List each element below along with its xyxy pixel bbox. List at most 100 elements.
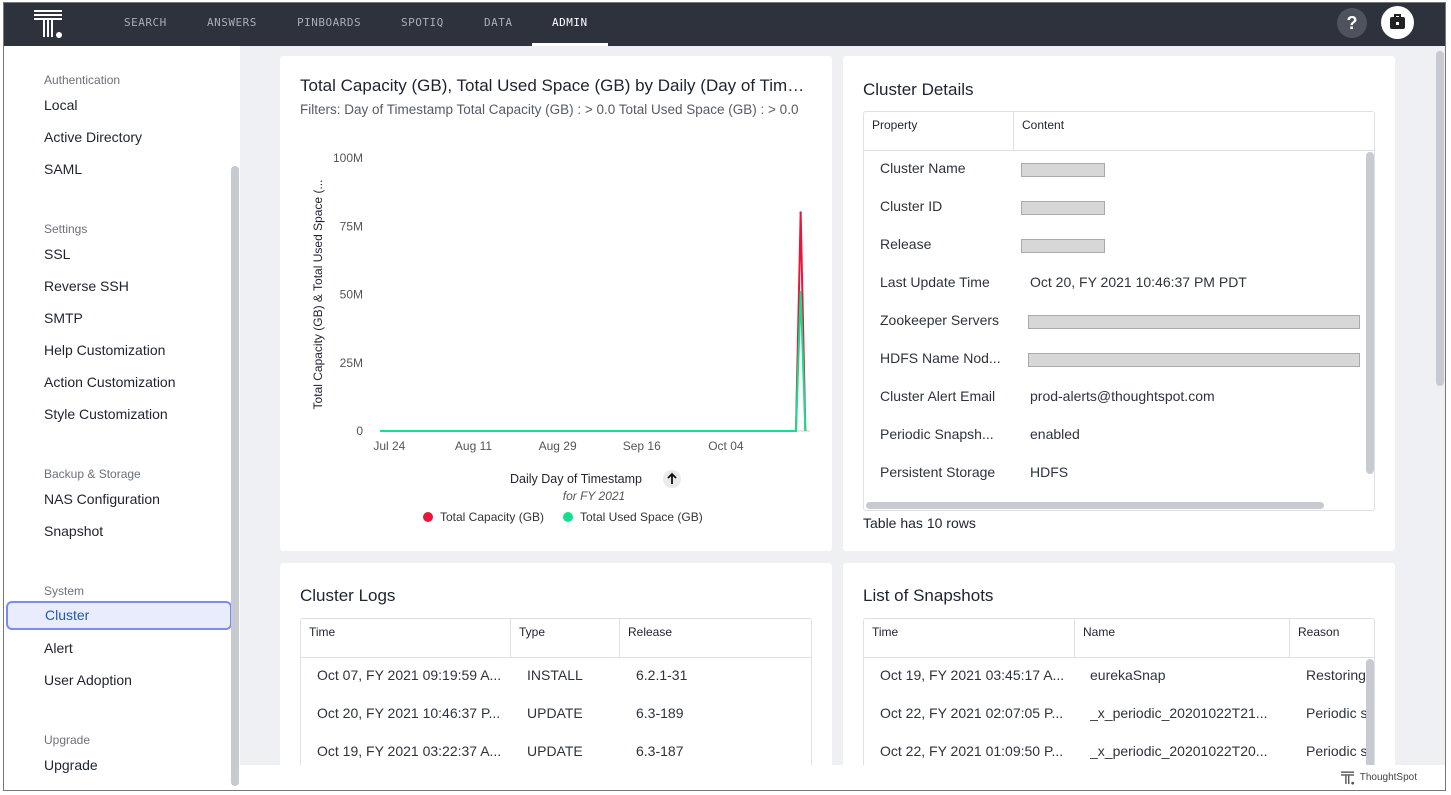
table-vertical-scrollbar[interactable]	[1366, 152, 1374, 474]
y-tick-label: 75M	[340, 219, 363, 233]
help-button[interactable]: ?	[1337, 8, 1367, 38]
sidebar-section-title: Backup & Storage	[44, 467, 141, 481]
sidebar-item-smtp[interactable]: SMTP	[44, 310, 83, 326]
release-cell: 6.3-189	[636, 705, 684, 721]
type-cell: UPDATE	[527, 743, 583, 759]
row-count: Table has 10 rows	[863, 515, 976, 531]
time-cell: Oct 20, FY 2021 10:46:37 P...	[317, 705, 501, 721]
legend-swatch	[423, 512, 433, 522]
snapshots-title: List of Snapshots	[863, 586, 994, 605]
nav-tab-pinboards[interactable]: PINBOARDS	[297, 16, 362, 29]
sidebar-section-title: Authentication	[44, 73, 121, 87]
reason-cell: Periodic s	[1306, 743, 1366, 759]
name-cell: _x_periodic_20201022T20...	[1090, 743, 1268, 759]
column-header-name[interactable]: Name	[1075, 619, 1290, 657]
nav-tab-search[interactable]: SEARCH	[124, 16, 167, 29]
main-scrollbar[interactable]	[1436, 51, 1444, 386]
property-cell: Periodic Snapsh...	[880, 426, 994, 442]
admin-sidebar: Authentication Local Active Directory SAML S…	[4, 46, 240, 790]
legend-label: Total Capacity (GB)	[440, 510, 544, 524]
cluster-logs-table: Time Type Release Oct 07, FY 2021 09:19:…	[300, 618, 812, 778]
table-vertical-scrollbar[interactable]	[1366, 659, 1374, 777]
column-header-reason[interactable]: Reason	[1298, 625, 1340, 639]
legend-swatch	[563, 512, 573, 522]
sidebar-item-user-adoption[interactable]: User Adoption	[44, 672, 132, 688]
sidebar-item-nas-configuration[interactable]: NAS Configuration	[44, 491, 160, 507]
footer: ThoughtSpot	[240, 765, 1445, 790]
type-cell: INSTALL	[527, 667, 583, 683]
sidebar-scrollbar[interactable]	[231, 166, 239, 786]
content-cell: enabled	[1030, 426, 1080, 442]
property-cell: Persistent Storage	[880, 464, 996, 480]
thoughtspot-logo-icon[interactable]	[34, 9, 64, 39]
data-point	[799, 290, 802, 293]
chart-title: Total Capacity (GB), Total Used Space (G…	[300, 76, 810, 95]
y-tick-label: 25M	[340, 356, 363, 370]
capacity-chart-card: Total Capacity (GB), Total Used Space (G…	[280, 56, 832, 551]
property-cell: HDFS Name Nod...	[880, 350, 1001, 366]
line-chart: 0 25M 50M 75M 100M Jul 24 Aug 11 Aug 29 Sep 16 Oc…	[311, 151, 810, 524]
data-point	[799, 211, 802, 214]
property-cell: Last Update Time	[880, 274, 990, 290]
cluster-details-card: Cluster Details Property Content Cluster…	[843, 56, 1395, 551]
sidebar-item-upgrade[interactable]: Upgrade	[44, 757, 98, 773]
y-tick-label: 0	[356, 424, 363, 438]
nav-tab-spotiq[interactable]: SPOTIQ	[401, 16, 444, 29]
x-tick-label: Oct 04	[708, 439, 744, 453]
series-line-total-used-space-gb-	[380, 291, 807, 432]
redacted-value	[1021, 163, 1105, 177]
column-header-time[interactable]: Time	[301, 619, 511, 657]
reason-cell: Restoring	[1306, 667, 1366, 683]
sidebar-item-style-customization[interactable]: Style Customization	[44, 406, 168, 422]
sidebar-item-reverse-ssh[interactable]: Reverse SSH	[44, 278, 129, 294]
name-cell: eurekaSnap	[1090, 667, 1166, 683]
nav-tab-data[interactable]: DATA	[484, 16, 513, 29]
sidebar-item-action-customization[interactable]: Action Customization	[44, 374, 176, 390]
sidebar-section-title: Upgrade	[44, 733, 91, 747]
table-horizontal-scrollbar[interactable]	[866, 502, 1324, 509]
snapshots-card: List of Snapshots Time Name Reason Oct 1…	[843, 563, 1395, 778]
nav-tab-admin[interactable]: ADMIN	[532, 3, 608, 46]
sidebar-item-alert[interactable]: Alert	[44, 640, 73, 656]
x-axis-caption: Daily Day of Timestamp	[510, 472, 642, 486]
briefcase-icon	[1394, 14, 1401, 18]
time-cell: Oct 07, FY 2021 09:19:59 A...	[317, 667, 502, 683]
redacted-value	[1028, 353, 1360, 367]
column-header-type[interactable]: Type	[511, 619, 620, 657]
column-header-release[interactable]: Release	[628, 625, 673, 639]
cluster-logs-title: Cluster Logs	[300, 586, 396, 605]
cluster-logs-card: Cluster Logs Time Type Release Oct 07, F…	[280, 563, 832, 778]
property-cell: Zookeeper Servers	[880, 312, 1000, 328]
sidebar-item-snapshot[interactable]: Snapshot	[44, 523, 104, 539]
property-cell: Cluster ID	[880, 198, 943, 214]
column-header-content[interactable]: Content	[1022, 118, 1065, 132]
legend-label: Total Used Space (GB)	[580, 510, 703, 524]
content-cell: Oct 20, FY 2021 10:46:37 PM PDT	[1030, 274, 1247, 290]
thoughtspot-footer-logo-icon	[1341, 771, 1355, 785]
user-avatar[interactable]	[1381, 6, 1414, 39]
top-nav: SEARCH ANSWERS PINBOARDS SPOTIQ DATA ADMIN ?	[4, 3, 1445, 46]
redacted-value	[1021, 201, 1105, 215]
type-cell: UPDATE	[527, 705, 583, 721]
nav-tab-answers[interactable]: ANSWERS	[207, 16, 257, 29]
y-tick-label: 50M	[340, 288, 363, 302]
column-header-property[interactable]: Property	[864, 112, 1014, 150]
name-cell: _x_periodic_20201022T21...	[1090, 705, 1268, 721]
sidebar-item-ssl[interactable]: SSL	[44, 246, 71, 262]
chart-filters: Filters: Day of Timestamp Total Capacity…	[300, 102, 799, 117]
release-cell: 6.2.1-31	[636, 667, 688, 683]
snapshots-table: Time Name Reason Oct 19, FY 2021 03:45:1…	[863, 618, 1375, 778]
x-tick-label: Sep 16	[623, 439, 661, 453]
arrow-up-icon	[667, 472, 677, 484]
sidebar-item-cluster[interactable]: Cluster	[6, 601, 232, 630]
property-cell: Release	[880, 236, 932, 252]
property-cell: Cluster Name	[880, 160, 966, 176]
column-header-time[interactable]: Time	[864, 619, 1075, 657]
sidebar-item-active-directory[interactable]: Active Directory	[44, 129, 143, 145]
y-axis-label: Total Capacity (GB) & Total Used Space (…	[311, 180, 325, 410]
reason-cell: Periodic s	[1306, 705, 1366, 721]
sidebar-item-local[interactable]: Local	[44, 97, 78, 113]
sidebar-item-help-customization[interactable]: Help Customization	[44, 342, 166, 358]
time-cell: Oct 22, FY 2021 01:09:50 P...	[880, 743, 1064, 759]
sidebar-item-saml[interactable]: SAML	[44, 161, 83, 177]
